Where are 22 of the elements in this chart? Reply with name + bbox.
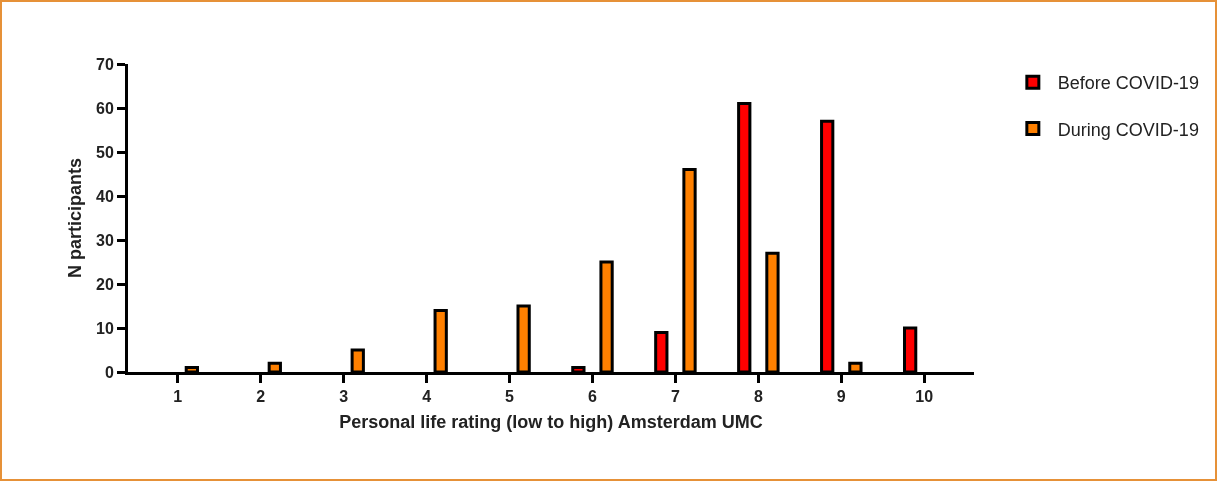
y-tick-label: 0 <box>104 363 114 381</box>
x-tick-label: 3 <box>339 388 349 406</box>
x-tick-label: 8 <box>753 388 763 406</box>
x-tick-label: 7 <box>670 388 680 406</box>
y-axis-title: N participants <box>65 157 86 279</box>
x-tick-label: 10 <box>915 388 934 406</box>
legend-label: During COVID-19 <box>1057 119 1199 140</box>
x-tick-label: 1 <box>173 388 183 406</box>
y-tick-label: 50 <box>96 143 114 161</box>
legend-label: Before COVID-19 <box>1057 73 1199 94</box>
x-tick-label: 9 <box>836 388 846 406</box>
x-tick-label: 6 <box>588 388 598 406</box>
y-tick-label: 30 <box>96 231 114 249</box>
x-axis-title: Personal life rating (low to high) Amsterdam UMC <box>339 412 763 433</box>
y-tick-label: 10 <box>96 319 114 337</box>
x-tick-label: 5 <box>505 388 515 406</box>
y-tick-label: 70 <box>96 55 114 73</box>
y-tick-label: 60 <box>96 99 114 117</box>
y-tick-label: 40 <box>96 187 114 205</box>
x-tick-label: 2 <box>256 388 266 406</box>
y-tick-label: 20 <box>96 275 114 293</box>
x-tick-label: 4 <box>422 388 432 406</box>
